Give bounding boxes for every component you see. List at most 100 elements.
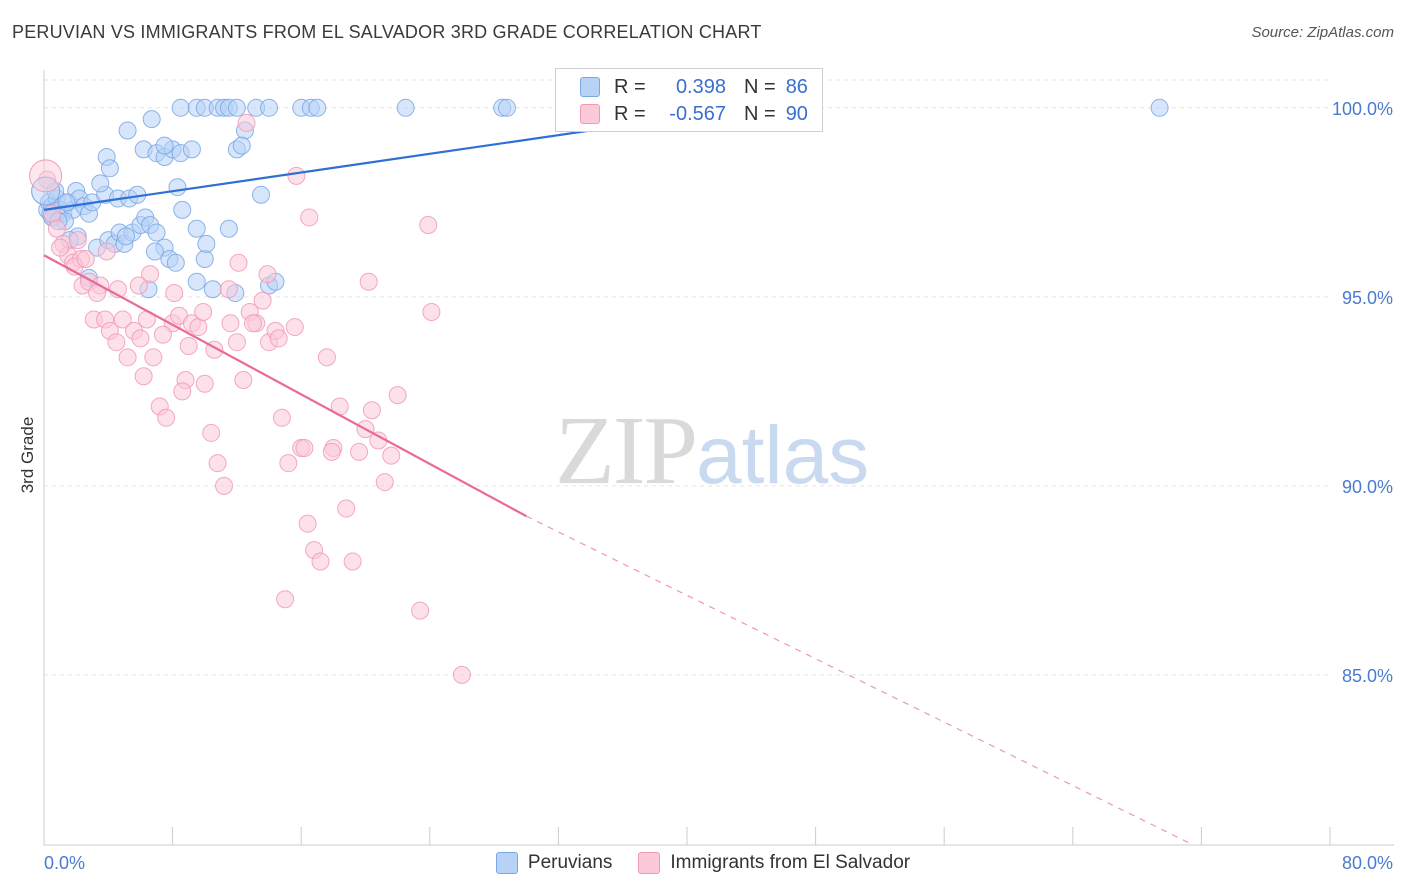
el-salvador-point: [173, 382, 192, 401]
el-salvador-point: [287, 166, 306, 185]
el-salvador-point: [202, 423, 221, 442]
el-salvador-point: [419, 216, 438, 234]
el-salvador-point: [243, 314, 262, 333]
series-legend-item-peruvians[interactable]: Peruvians: [495, 852, 613, 874]
el-salvador-point: [118, 348, 137, 367]
el-salvador-point: [343, 552, 362, 571]
peruvian-point: [219, 219, 238, 238]
el-salvador-point: [276, 590, 295, 609]
el-salvador-point: [311, 552, 330, 571]
series-swatch-el-salvador: [638, 852, 661, 874]
series-swatch-peruvians: [495, 852, 518, 874]
el-salvador-point: [269, 329, 288, 348]
el-salvador-point: [298, 514, 317, 533]
el-salvador-point: [131, 329, 150, 348]
peruvian-point: [91, 174, 110, 193]
peruvian-point: [260, 98, 279, 117]
y-tick-label: 100.0%: [1332, 99, 1393, 119]
peruvian-point: [195, 250, 214, 269]
el-salvador-point: [362, 401, 381, 420]
peruvian-point: [100, 159, 119, 178]
el-salvador-point: [68, 231, 87, 250]
el-salvador-point: [113, 310, 132, 329]
series-legend-item-el-salvador[interactable]: Immigrants from El Salvador: [638, 852, 910, 874]
legend-n-value-peruvians: 86: [785, 75, 808, 98]
watermark-zip: ZIP: [555, 397, 698, 505]
peruvian-point: [203, 280, 222, 299]
el-salvador-point: [359, 272, 378, 291]
legend-r-value-el-salvador: -0.567: [669, 102, 726, 125]
el-salvador-point: [229, 253, 248, 272]
el-salvador-point: [237, 113, 256, 132]
peruvian-point: [147, 223, 166, 242]
peruvian-point: [187, 219, 206, 238]
peruvian-point: [182, 140, 201, 159]
el-salvador-point: [107, 333, 126, 352]
el-salvador-point: [411, 601, 430, 620]
legend-n-label: N =: [744, 75, 776, 98]
peruvian-point: [31, 176, 61, 206]
el-salvador-point: [76, 250, 95, 269]
legend-row-el-salvador: R = -0.567 N = 90: [580, 101, 808, 127]
el-salvador-point: [452, 665, 471, 684]
peruvian-point: [116, 227, 135, 246]
el-salvador-point: [221, 314, 240, 333]
el-salvador-point: [350, 442, 369, 461]
el-salvador-point: [189, 318, 208, 337]
x-tick-label: 0.0%: [44, 853, 85, 873]
watermark: ZIPatlas: [555, 395, 869, 507]
el-salvador-point: [258, 265, 277, 284]
peruvian-point: [171, 98, 190, 117]
peruvian-point: [252, 185, 271, 204]
el-salvador-point: [285, 318, 304, 337]
series-label-el-salvador: Immigrants from El Salvador: [670, 852, 911, 873]
el-salvador-point: [153, 325, 172, 344]
el-salvador-point: [51, 238, 70, 257]
x-tick-label: 80.0%: [1342, 853, 1393, 873]
series-label-peruvians: Peruvians: [527, 852, 613, 873]
el-salvador-point: [272, 408, 291, 427]
el-salvador-point: [165, 284, 184, 303]
el-salvador-point: [47, 219, 66, 238]
el-salvador-point: [337, 499, 356, 518]
el-salvador-point: [227, 333, 246, 352]
el-salvador-point: [97, 242, 116, 261]
peruvian-point: [308, 98, 327, 117]
legend-n-value-el-salvador: 90: [785, 102, 808, 125]
el-salvador-point: [141, 265, 160, 284]
el-salvador-point: [157, 408, 176, 427]
peruvian-point: [168, 178, 187, 197]
source-label: Source: ZipAtlas.com: [1251, 24, 1394, 41]
peruvian-point: [155, 136, 174, 155]
el-salvador-point: [300, 208, 319, 227]
correlation-legend: R = 0.398 N = 86 R = -0.567 N = 90: [555, 68, 823, 132]
peruvian-point: [187, 272, 206, 291]
el-salvador-point: [208, 454, 227, 473]
el-salvador-point: [322, 442, 341, 461]
el-salvador-point: [382, 446, 401, 465]
el-salvador-point: [195, 374, 214, 393]
el-salvador-point: [388, 386, 407, 405]
peruvian-point: [142, 110, 161, 129]
y-tick-label: 90.0%: [1342, 477, 1393, 497]
el-salvador-point: [134, 367, 153, 386]
el-salvador-point: [129, 276, 148, 295]
peruvian-point: [227, 98, 246, 117]
peruvian-point: [396, 98, 415, 117]
series-legend: Peruvians Immigrants from El Salvador: [0, 852, 1406, 874]
chart-title: PERUVIAN VS IMMIGRANTS FROM EL SALVADOR …: [12, 22, 762, 42]
el-salvador-point: [375, 473, 394, 492]
el-salvador-point: [215, 476, 234, 495]
el-salvador-point: [279, 454, 298, 473]
legend-swatch-peruvians: [580, 77, 600, 97]
legend-swatch-el-salvador: [580, 104, 600, 124]
peruvian-point: [1150, 98, 1169, 117]
el-salvador-point: [194, 302, 213, 321]
el-salvador-point: [219, 280, 238, 299]
el-salvador-point: [295, 439, 314, 458]
legend-row-peruvians: R = 0.398 N = 86: [580, 74, 808, 100]
peruvian-point: [197, 234, 216, 253]
y-tick-label: 95.0%: [1342, 288, 1393, 308]
el-salvador-point: [144, 348, 163, 367]
